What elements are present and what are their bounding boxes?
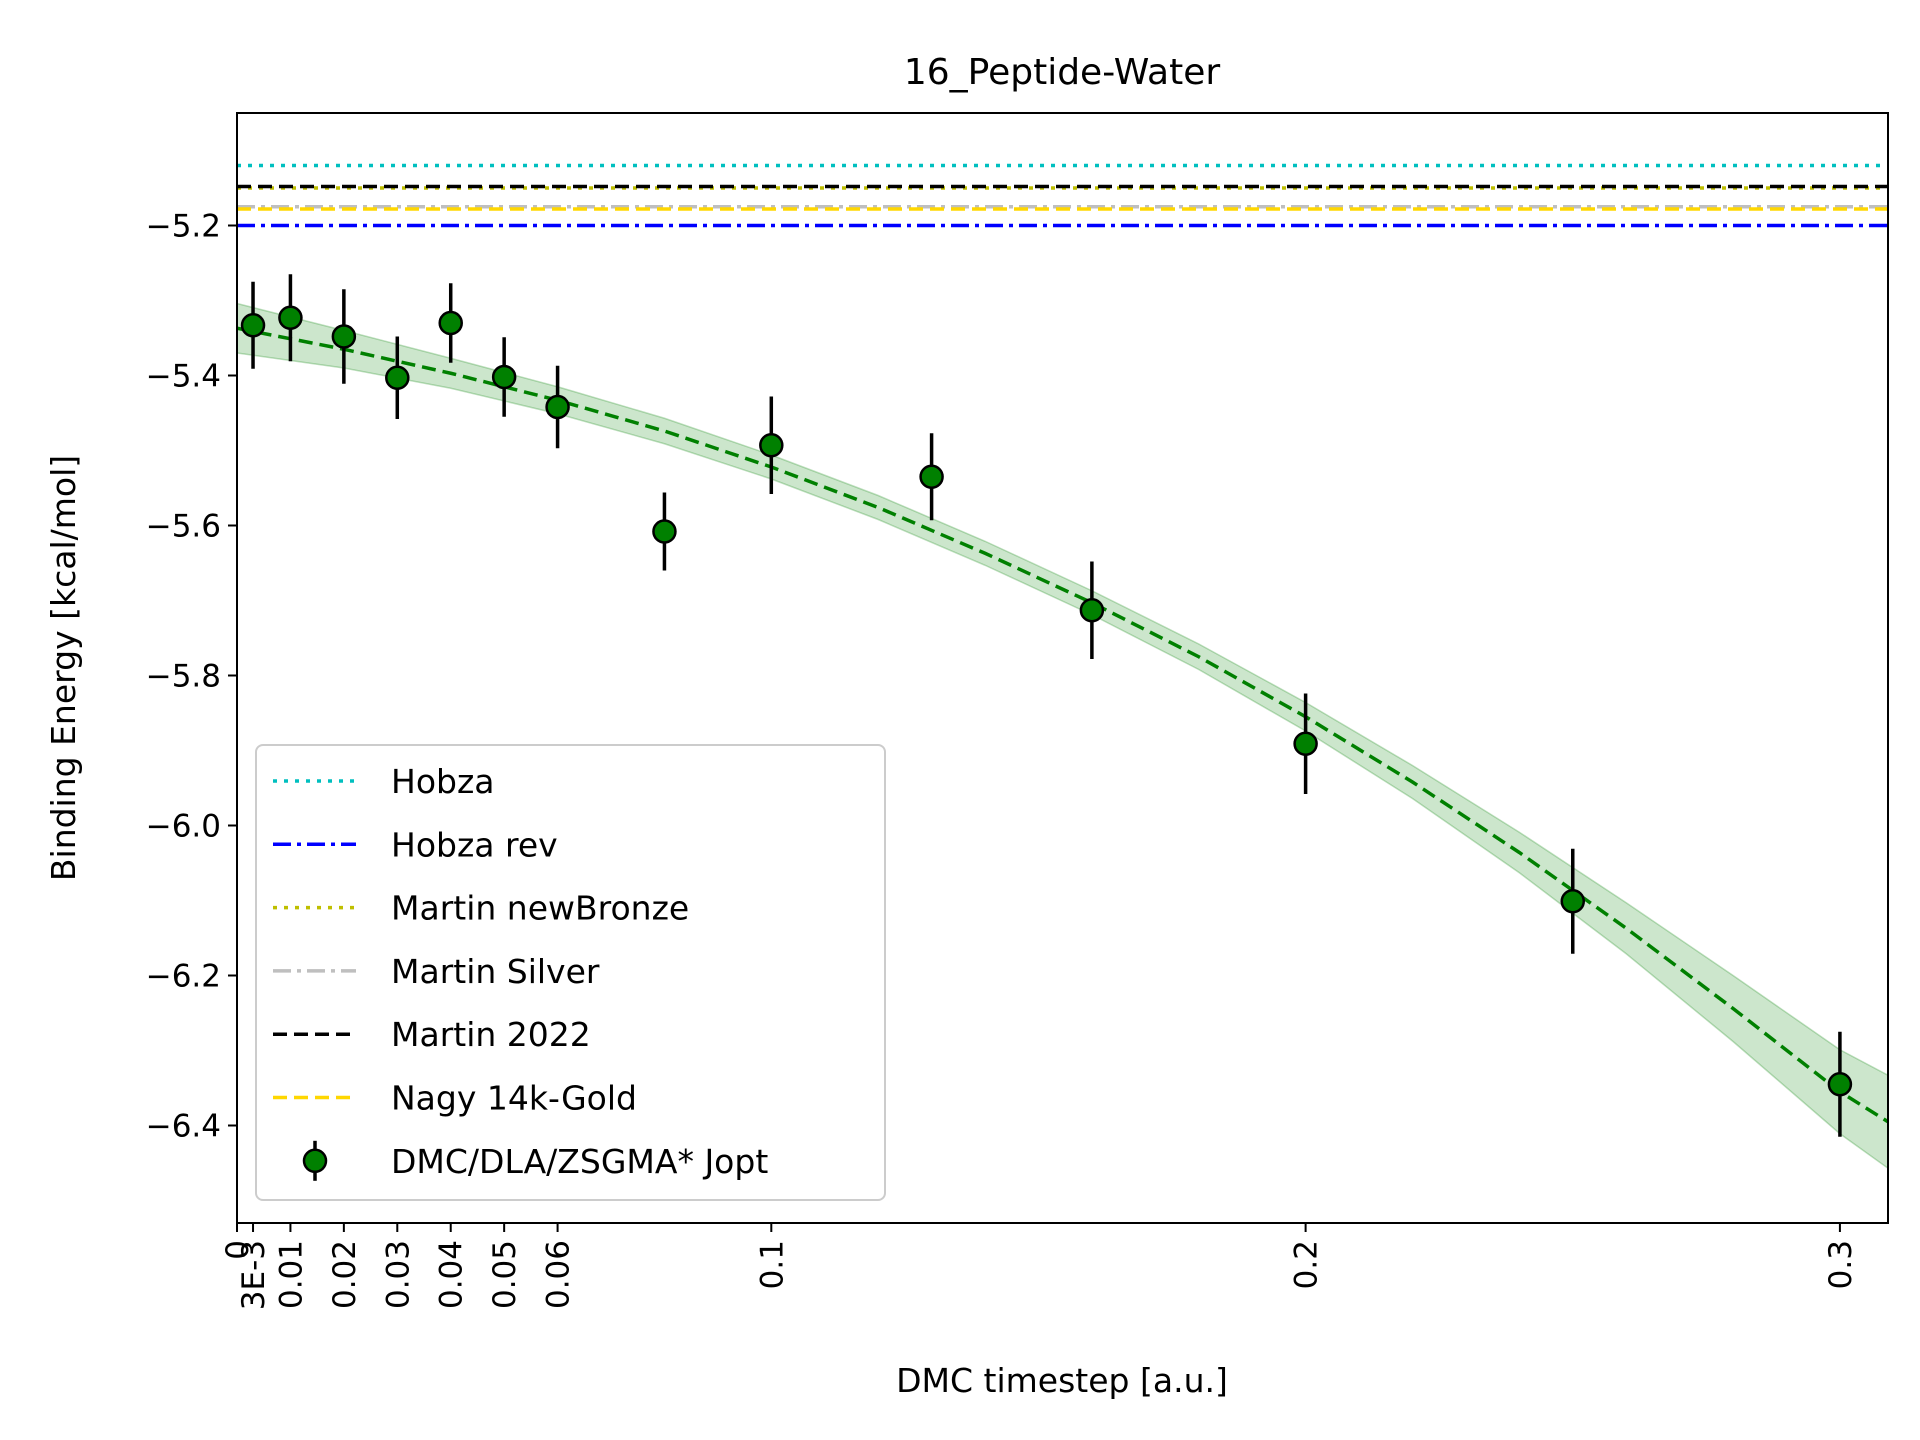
- data-point: [1293, 731, 1318, 756]
- data-point: [278, 305, 303, 330]
- x-tick-label: 0.2: [1289, 1240, 1325, 1289]
- data-point: [759, 433, 784, 458]
- y-tick-label: −6.4: [146, 1109, 221, 1145]
- x-tick-label: 0: [220, 1240, 256, 1260]
- y-tick-label: −6.2: [146, 959, 221, 995]
- legend-label: DMC/DLA/ZSGMA* Jopt: [391, 1142, 768, 1181]
- data-point: [652, 519, 677, 544]
- legend-frame: [255, 744, 886, 1201]
- legend-label: Martin newBronze: [391, 889, 689, 928]
- y-tick-label: −5.2: [146, 209, 221, 245]
- x-tick-label: 0.03: [380, 1240, 416, 1309]
- legend-label: Nagy 14k-Gold: [391, 1079, 637, 1118]
- y-tick-label: −5.6: [146, 509, 221, 545]
- y-tick-label: −6.0: [146, 809, 221, 845]
- plot-frame: [236, 112, 1889, 1224]
- x-tick-label: 3E-3: [236, 1240, 272, 1310]
- x-axis-ticks: 03E-3 0.01 0.02 0.03 0.04 0.05 0.06 0.1 0.2 0.3: [220, 1223, 1859, 1310]
- legend-swatch: [302, 1148, 328, 1174]
- data-point: [1560, 889, 1586, 914]
- x-tick-label: 0.05: [487, 1240, 523, 1309]
- plot-area: [237, 163, 1888, 1170]
- y-tick-label: −5.8: [146, 659, 221, 695]
- reference-lines: [237, 163, 1888, 228]
- data-point: [1827, 1072, 1853, 1097]
- data-point: [919, 464, 944, 489]
- y-axis-ticks: −5.2 −5.4 −5.6 −5.8 −6.0 −6.2 −6.4: [146, 209, 237, 1145]
- x-tick-label: 0.3: [1823, 1240, 1859, 1289]
- y-axis-label: Binding Energy [kcal/mol]: [44, 455, 83, 881]
- legend-label: Hobza rev: [391, 825, 558, 864]
- fit-confidence-band: [237, 302, 1888, 1170]
- data-point: [1079, 598, 1105, 623]
- x-tick-label: 0.02: [327, 1240, 363, 1309]
- data-point: [331, 324, 357, 349]
- x-axis-label: DMC timestep [a.u.]: [896, 1361, 1228, 1400]
- x-tick-label: 0.1: [754, 1240, 790, 1289]
- data-points: [240, 274, 1853, 1137]
- chart-title: 16_Peptide-Water: [904, 52, 1221, 93]
- data-point: [545, 394, 570, 420]
- data-point: [491, 364, 517, 390]
- data-point: [438, 310, 463, 336]
- legend-label: Martin 2022: [391, 1015, 591, 1054]
- legend-label: Hobza: [391, 762, 495, 801]
- x-tick-label: 0.01: [273, 1240, 309, 1309]
- x-tick-label: 0.06: [541, 1240, 577, 1309]
- y-tick-label: −5.4: [146, 359, 221, 395]
- legend: Hobza Hobza rev Martin newBronze Martin Sil…: [255, 744, 886, 1201]
- data-point: [385, 365, 410, 390]
- legend-label: Martin Silver: [391, 952, 600, 991]
- data-point: [240, 313, 266, 338]
- x-tick-label: 0.04: [434, 1240, 470, 1309]
